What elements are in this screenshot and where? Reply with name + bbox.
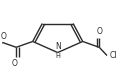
Text: O: O xyxy=(97,27,103,36)
Text: O: O xyxy=(0,32,6,41)
Text: H: H xyxy=(55,53,60,59)
Text: O: O xyxy=(12,59,18,68)
Text: N: N xyxy=(55,42,61,51)
Text: Cl: Cl xyxy=(110,51,117,60)
